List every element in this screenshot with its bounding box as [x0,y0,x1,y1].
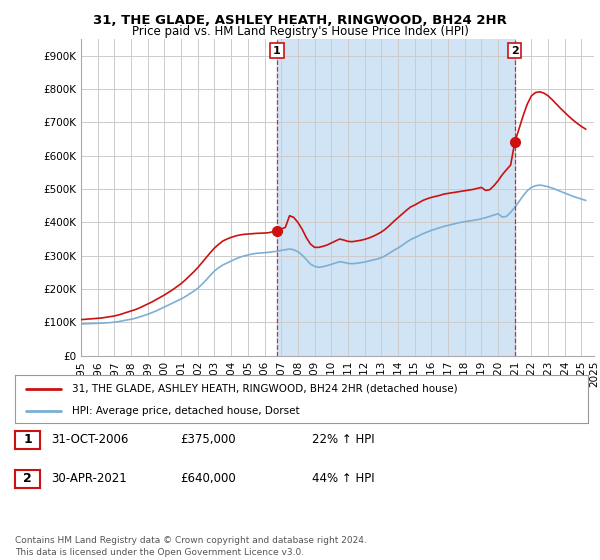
Text: 31, THE GLADE, ASHLEY HEATH, RINGWOOD, BH24 2HR (detached house): 31, THE GLADE, ASHLEY HEATH, RINGWOOD, B… [73,384,458,394]
Text: 2: 2 [23,472,32,486]
Text: 2: 2 [511,45,518,55]
Text: Contains HM Land Registry data © Crown copyright and database right 2024.
This d: Contains HM Land Registry data © Crown c… [15,536,367,557]
Text: 44% ↑ HPI: 44% ↑ HPI [312,472,374,486]
Text: HPI: Average price, detached house, Dorset: HPI: Average price, detached house, Dors… [73,406,300,416]
Text: Price paid vs. HM Land Registry's House Price Index (HPI): Price paid vs. HM Land Registry's House … [131,25,469,38]
Text: 30-APR-2021: 30-APR-2021 [51,472,127,486]
Text: 1: 1 [23,433,32,446]
Text: 22% ↑ HPI: 22% ↑ HPI [312,433,374,446]
Text: £375,000: £375,000 [180,433,236,446]
Text: 31, THE GLADE, ASHLEY HEATH, RINGWOOD, BH24 2HR: 31, THE GLADE, ASHLEY HEATH, RINGWOOD, B… [93,14,507,27]
Text: £640,000: £640,000 [180,472,236,486]
Bar [277,39,515,356]
Text: 1: 1 [273,45,281,55]
Text: 31-OCT-2006: 31-OCT-2006 [51,433,128,446]
